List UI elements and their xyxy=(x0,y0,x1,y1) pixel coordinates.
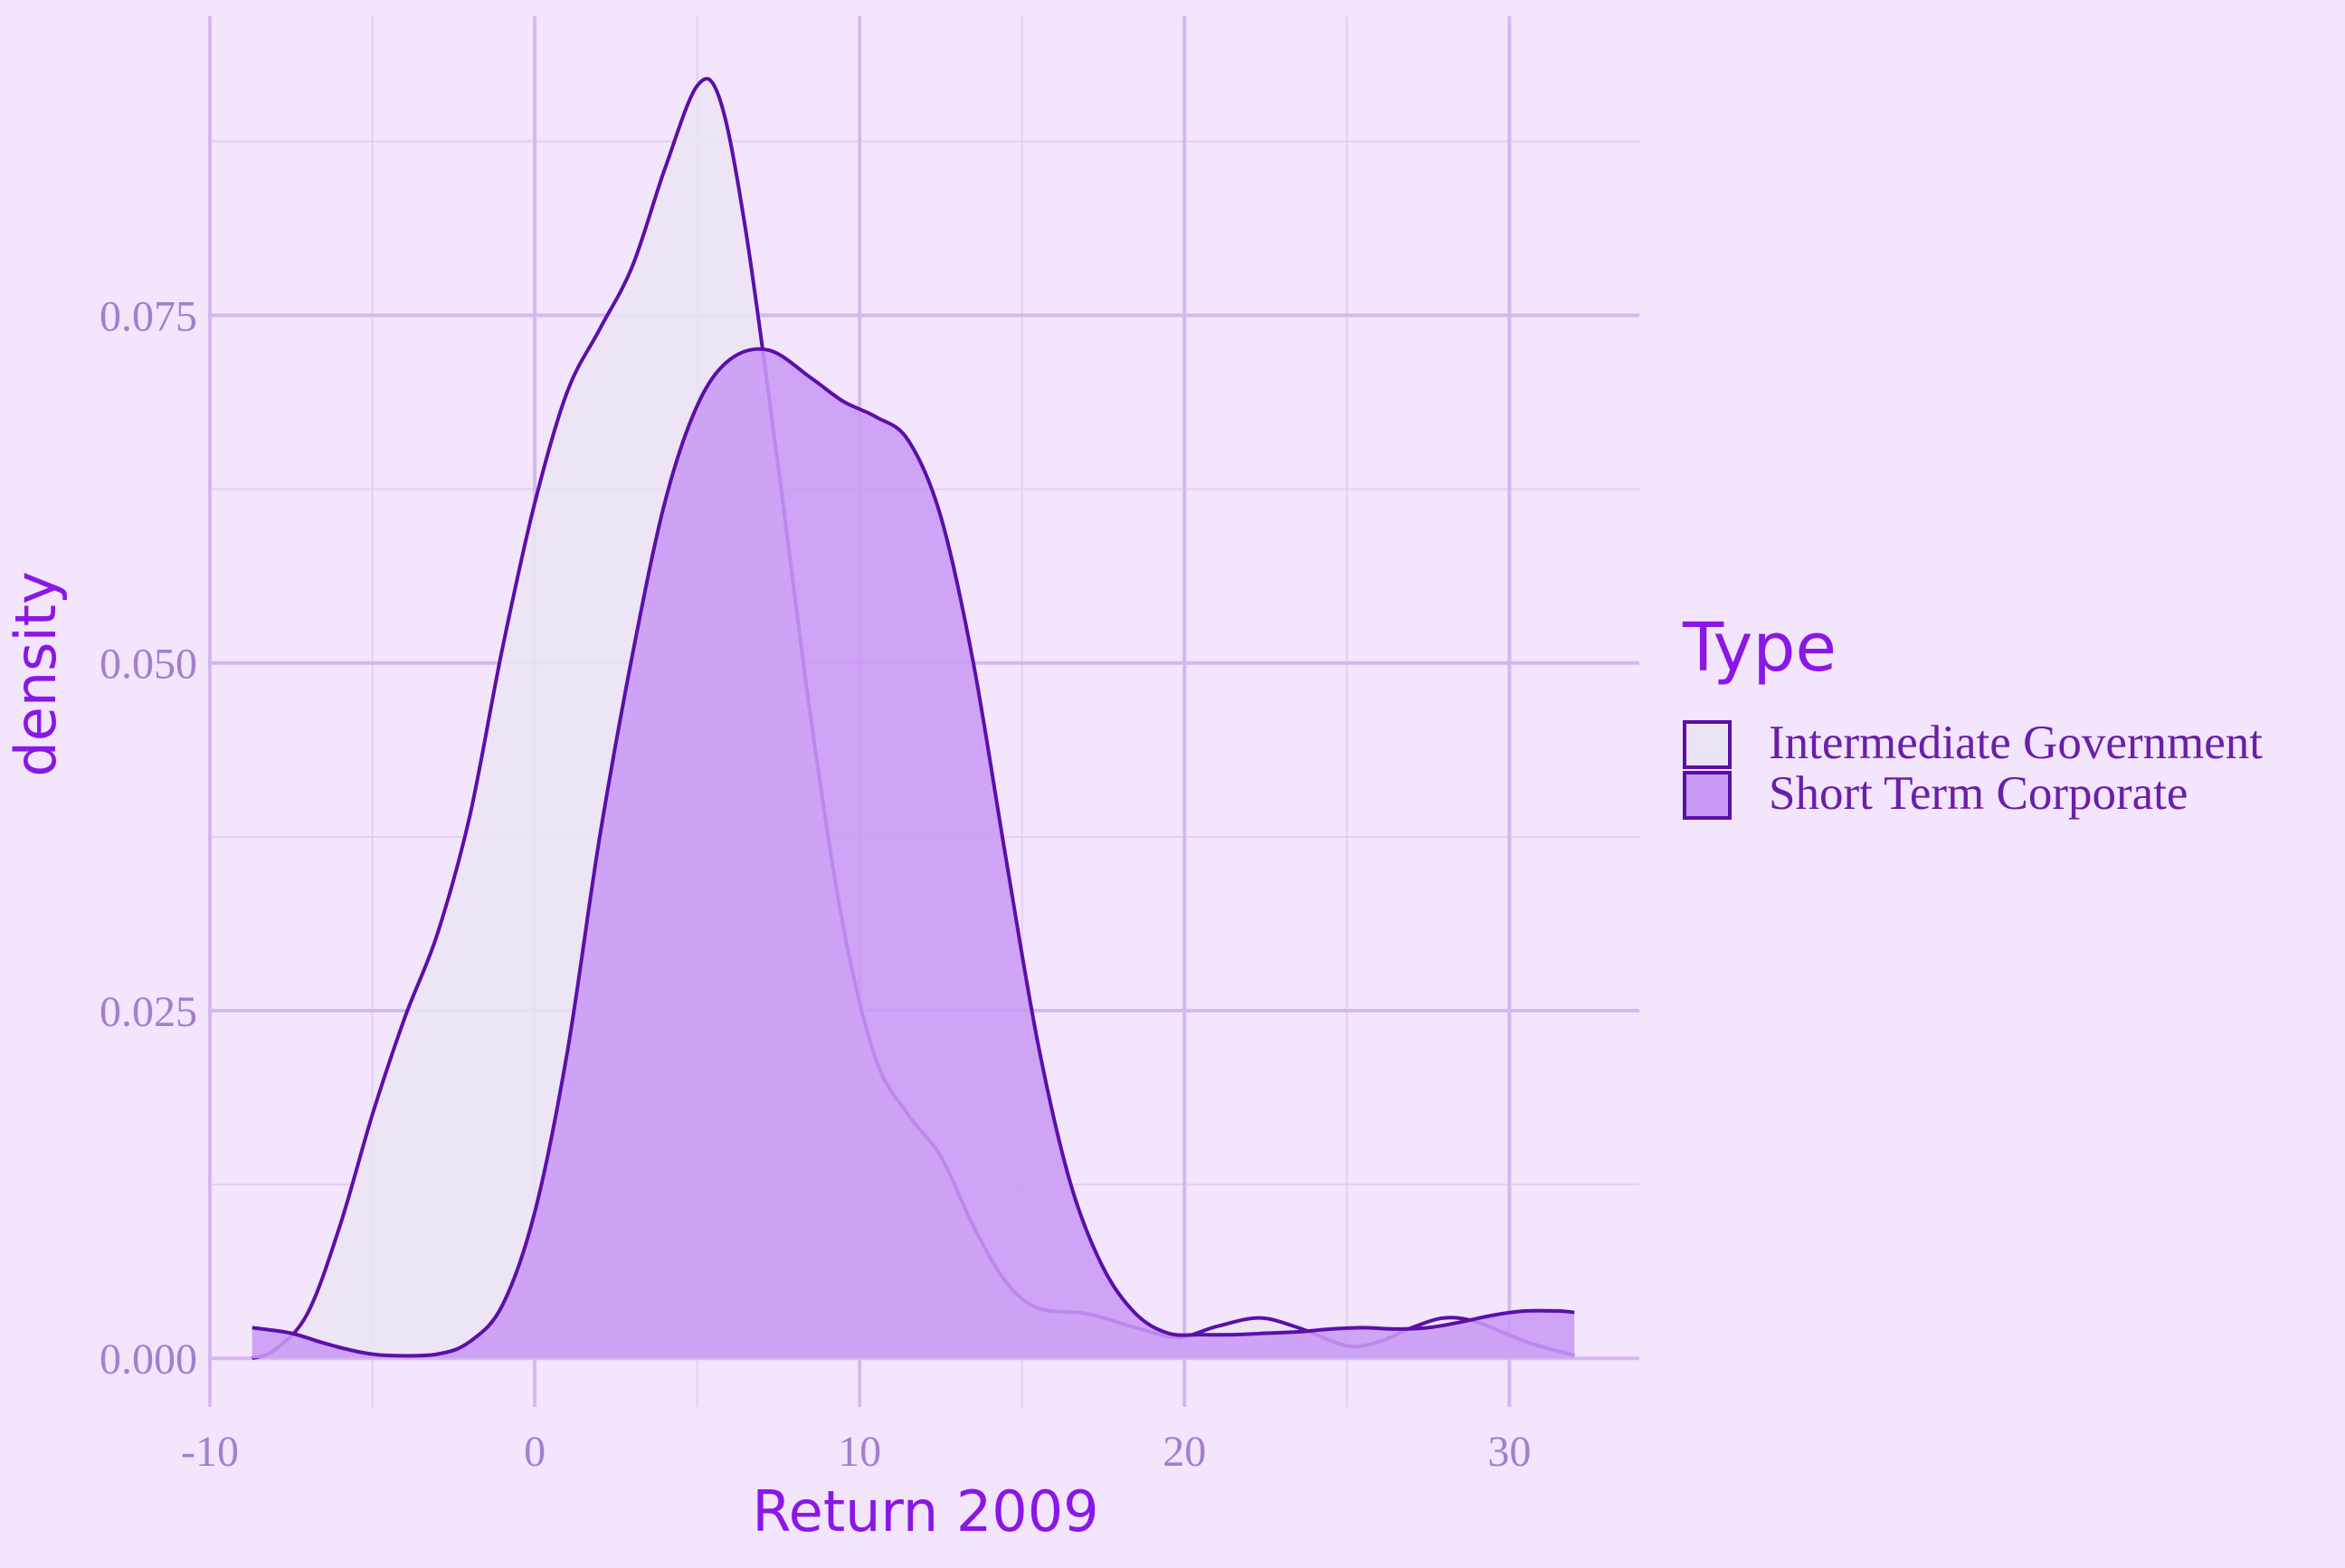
legend-swatch xyxy=(1683,720,1732,769)
x-tick-label: 10 xyxy=(838,1428,881,1476)
x-tick-label: 0 xyxy=(524,1428,546,1476)
legend-swatch xyxy=(1683,771,1732,820)
legend-label: Intermediate Government xyxy=(1769,717,2263,769)
tick-labels: -10 0 10 20 30 0.000 0.025 0.050 0.075 xyxy=(100,292,1531,1476)
density-area-fill xyxy=(252,348,1575,1359)
legend-label: Short Term Corporate xyxy=(1769,767,2188,820)
legend-title: Type xyxy=(1682,609,1837,687)
x-tick-label: 30 xyxy=(1487,1428,1531,1476)
y-tick-label: 0.050 xyxy=(100,641,197,689)
y-tick-label: 0.025 xyxy=(100,988,197,1036)
density-areas xyxy=(252,77,1575,1361)
density-curve-line xyxy=(252,347,1575,1358)
y-tick-label: 0.000 xyxy=(100,1335,197,1383)
x-axis-title: Return 2009 xyxy=(752,1478,1098,1544)
y-axis-title: density xyxy=(3,571,69,776)
y-tick-label: 0.075 xyxy=(100,292,197,340)
x-tick-label: -10 xyxy=(181,1428,239,1476)
x-tick-label: 20 xyxy=(1163,1428,1206,1476)
